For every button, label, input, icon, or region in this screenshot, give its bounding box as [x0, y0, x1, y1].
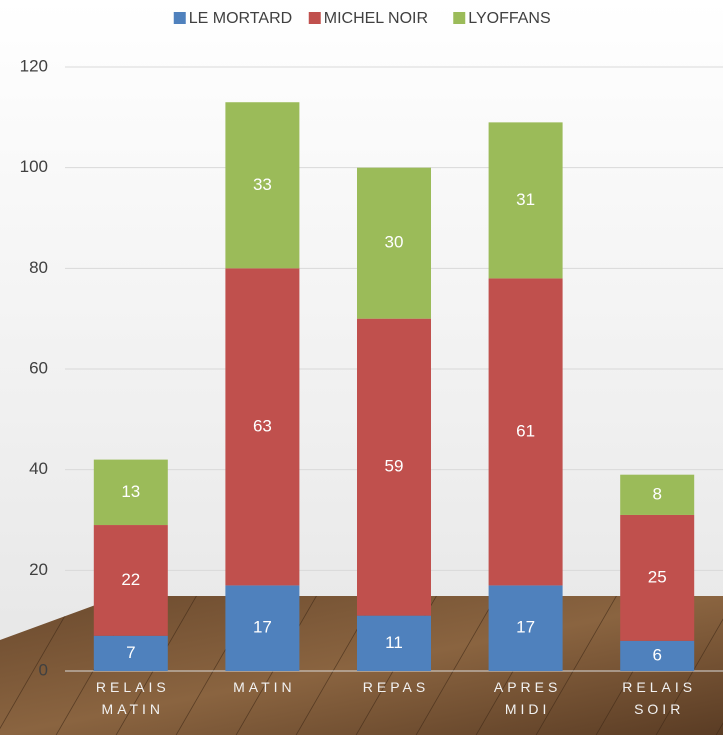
value-label: 31	[516, 190, 535, 209]
y-tick-label: 60	[29, 358, 48, 377]
y-tick-label: 100	[20, 157, 48, 176]
value-label: 25	[648, 567, 667, 586]
y-tick-label: 0	[39, 660, 48, 679]
value-label: 7	[126, 643, 135, 662]
legend-swatch	[453, 12, 465, 24]
x-tick-label: MATIN	[233, 679, 296, 695]
legend: LE MORTARD MICHEL NOIR LYOFFANS	[174, 10, 551, 27]
x-tick-label: REPAS	[363, 679, 429, 695]
legend-swatch	[174, 12, 186, 24]
legend-label: LE MORTARD	[189, 10, 292, 27]
legend-label: MICHEL NOIR	[324, 10, 428, 27]
chart: LE MORTARD MICHEL NOIR LYOFFANS 0 20 40 60 80 1…	[0, 0, 723, 735]
value-label: 11	[385, 633, 403, 652]
value-label: 22	[121, 570, 140, 589]
y-tick-label: 120	[20, 56, 48, 75]
value-label: 6	[652, 645, 661, 664]
y-tick-label: 40	[29, 459, 48, 478]
legend-label: LYOFFANS	[468, 10, 550, 27]
value-label: 13	[121, 482, 140, 501]
value-label: 8	[652, 484, 661, 503]
value-label: 33	[253, 175, 272, 194]
value-label: 59	[385, 457, 404, 476]
value-label: 63	[253, 416, 272, 435]
value-label: 17	[516, 618, 535, 637]
value-label: 30	[385, 233, 404, 252]
value-label: 17	[253, 618, 272, 637]
y-tick-label: 80	[29, 258, 48, 277]
legend-swatch	[309, 12, 321, 24]
value-label: 61	[516, 421, 535, 440]
y-tick-label: 20	[29, 560, 48, 579]
